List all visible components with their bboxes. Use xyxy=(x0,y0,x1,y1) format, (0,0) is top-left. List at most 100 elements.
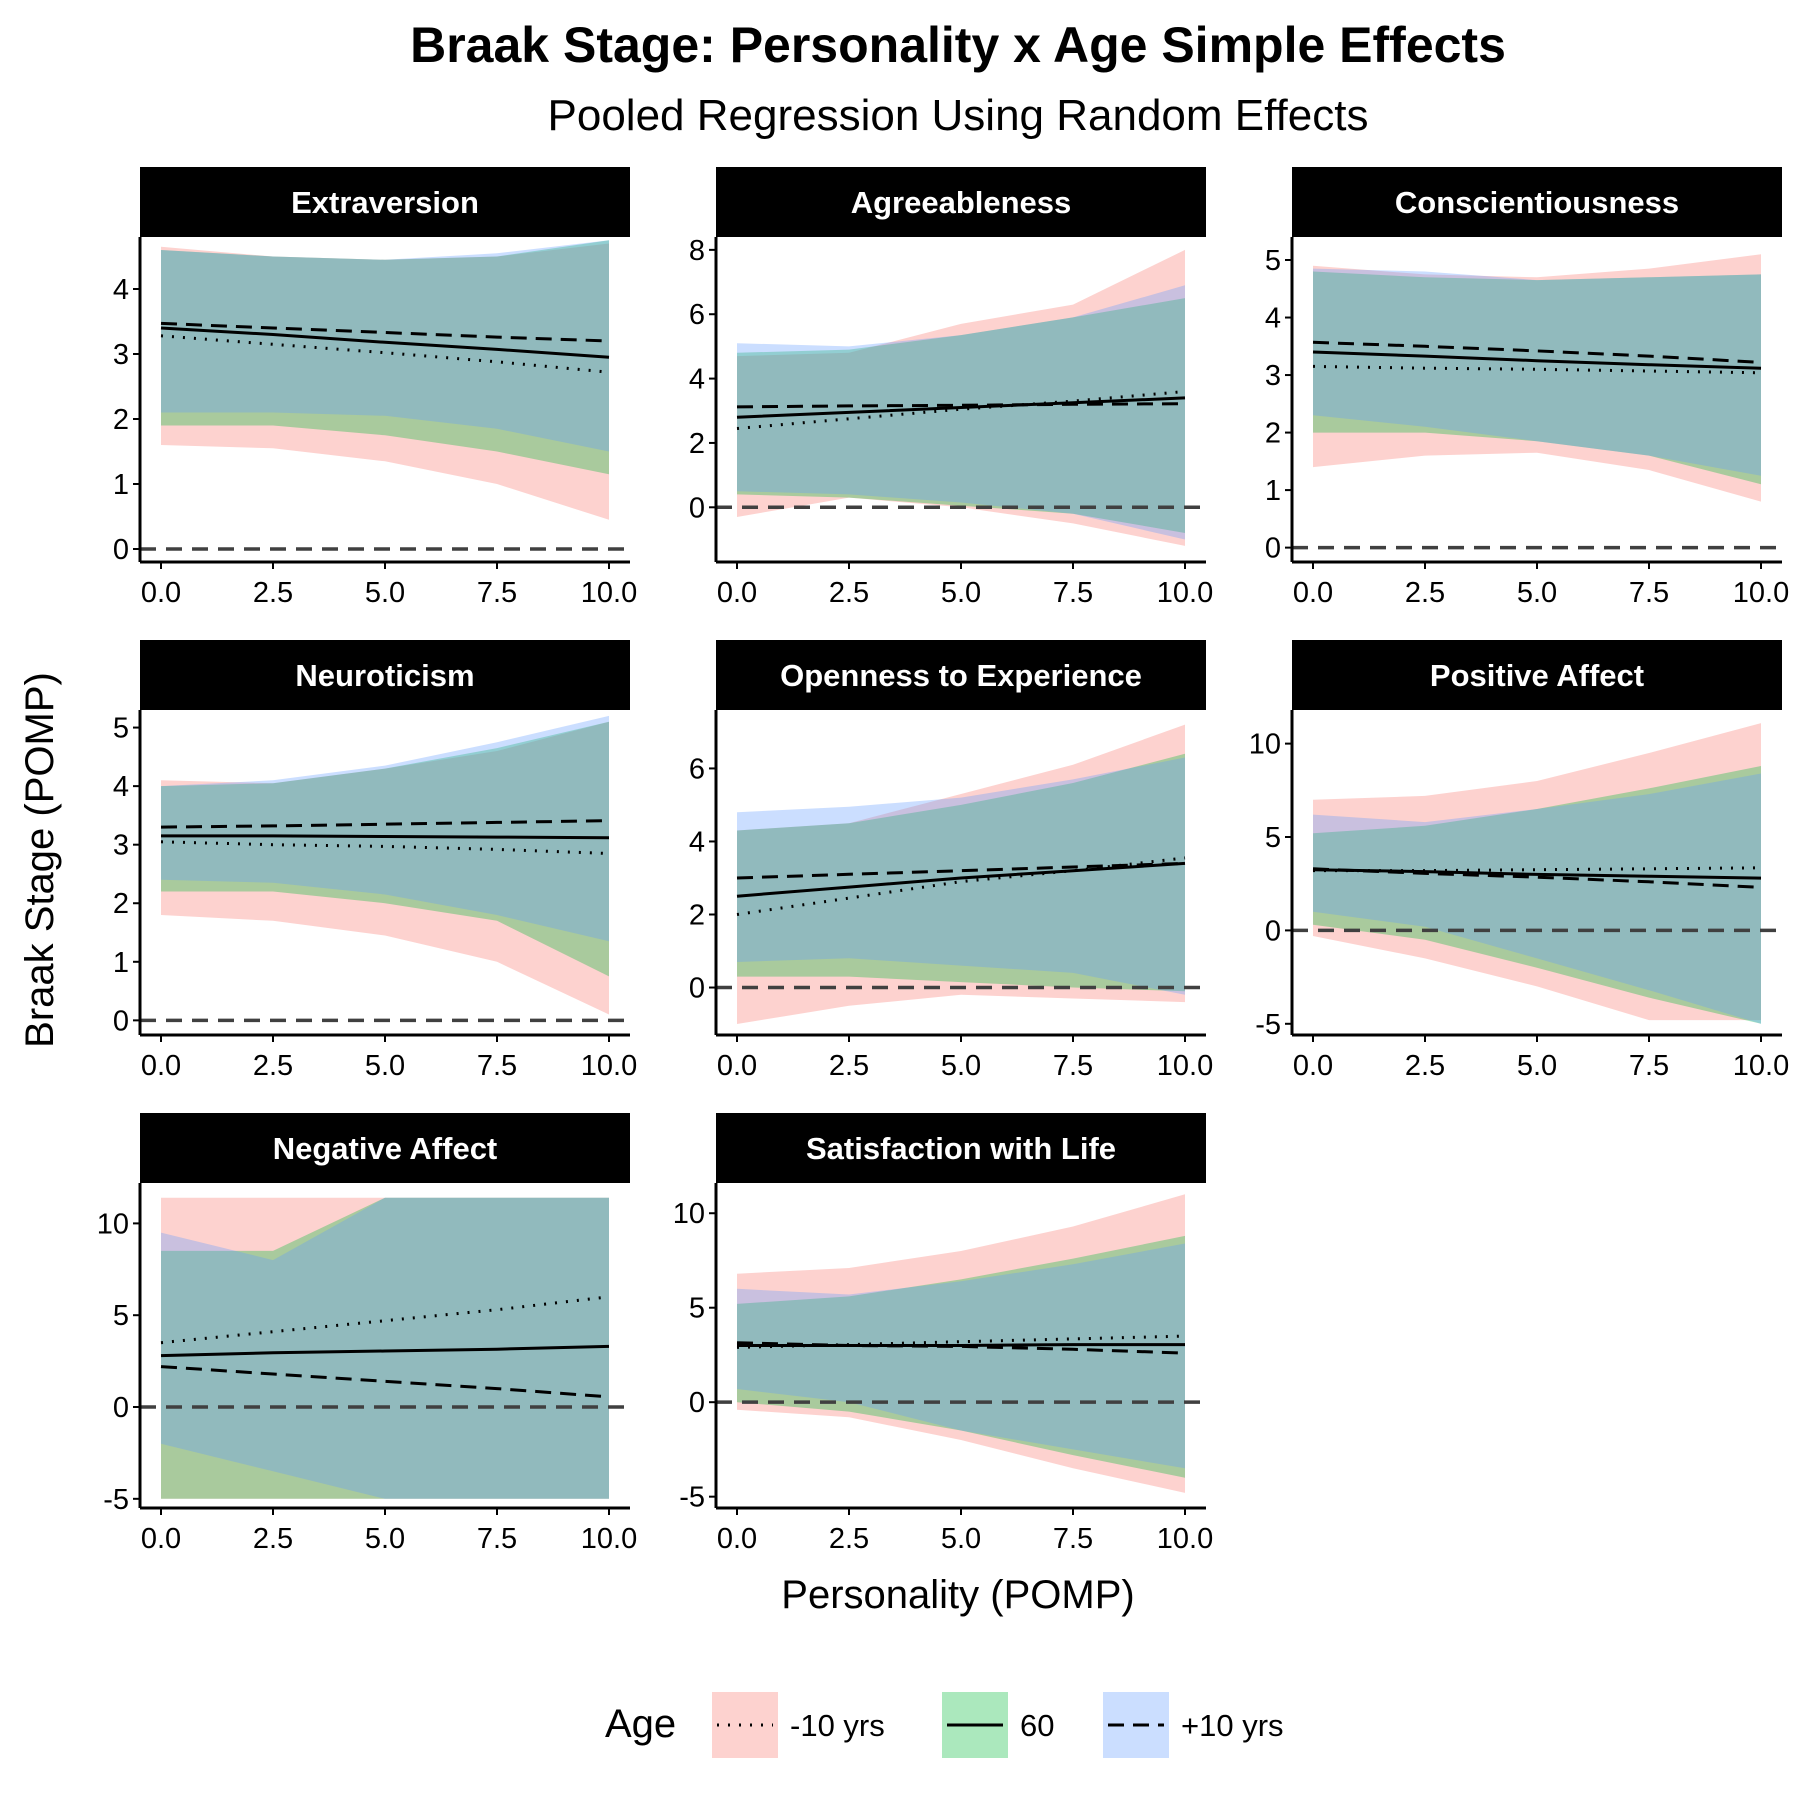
x-tick-label-extraversion: 7.5 xyxy=(477,577,517,609)
ribbon-openness-to-experience-10-yrs xyxy=(737,757,1185,995)
x-tick-label-conscientiousness: 5.0 xyxy=(1517,577,1557,609)
x-tick-label-conscientiousness: 10.0 xyxy=(1733,577,1789,609)
strip-openness-to-experience xyxy=(716,640,1206,710)
x-tick-label-openness-to-experience: 5.0 xyxy=(941,1050,981,1082)
x-tick-label-negative-affect: 5.0 xyxy=(365,1523,405,1555)
strip-conscientiousness xyxy=(1292,167,1782,237)
x-tick-label-neuroticism: 7.5 xyxy=(477,1050,517,1082)
panel-neuroticism: Neuroticism 0 1 2 3 4 5 0.0 2.5 5.0 7.5 10.0 xyxy=(113,640,637,1082)
ribbon-satisfaction-with-life-60 xyxy=(737,1235,1185,1478)
y-tick-label-openness-to-experience: 6 xyxy=(689,753,705,785)
ribbon-extraversion-10-yrs xyxy=(161,240,609,452)
x-tick-label-neuroticism: 2.5 xyxy=(253,1050,293,1082)
line-extraversion-10-yrs xyxy=(160,334,610,374)
y-tick-label-positive-affect: 10 xyxy=(1249,729,1281,761)
y-tick-label-extraversion: 2 xyxy=(113,404,129,436)
ribbon-agreeableness-10-yrs xyxy=(737,249,1185,546)
x-tick-label-satisfaction-with-life: 2.5 xyxy=(829,1523,869,1555)
x-tick-label-positive-affect: 7.5 xyxy=(1629,1050,1669,1082)
legend-key-fill-10-yrs xyxy=(712,1692,778,1758)
ribbon-negative-affect-10-yrs xyxy=(161,1197,609,1499)
ribbon-conscientiousness-10-yrs xyxy=(1313,254,1761,502)
x-tick-label-neuroticism: 10.0 xyxy=(581,1050,637,1082)
legend-item-10-yrs: +10 yrs xyxy=(1103,1692,1284,1758)
line-neuroticism-60 xyxy=(161,834,610,840)
y-tick-label-openness-to-experience: 2 xyxy=(689,899,705,931)
ribbon-positive-affect-60 xyxy=(1313,766,1761,1024)
y-tick-label-neuroticism: 1 xyxy=(113,947,129,979)
panel-openness-to-experience: Openness to Experience 0 2 4 6 0.0 2.5 5.0 7.5 10… xyxy=(689,640,1213,1082)
line-negative-affect-60 xyxy=(160,1344,610,1358)
strip-agreeableness xyxy=(716,167,1206,237)
x-tick-label-openness-to-experience: 0.0 xyxy=(717,1050,757,1082)
y-tick-label-extraversion: 3 xyxy=(113,339,129,371)
y-tick-label-neuroticism: 3 xyxy=(113,830,129,862)
panel-negative-affect: Negative Affect -5 0 5 10 0.0 2.5 5.0 7.5 10.0 xyxy=(97,1113,637,1555)
y-tick-label-conscientiousness: 1 xyxy=(1265,475,1281,507)
y-tick-label-openness-to-experience: 4 xyxy=(689,826,705,858)
x-tick-label-negative-affect: 7.5 xyxy=(477,1523,517,1555)
y-axis-title: Braak Stage (POMP) xyxy=(18,672,62,1048)
x-tick-label-extraversion: 0.0 xyxy=(141,577,181,609)
strip-label-conscientiousness: Conscientiousness xyxy=(1395,185,1679,220)
x-tick-label-agreeableness: 7.5 xyxy=(1053,577,1093,609)
x-tick-label-positive-affect: 10.0 xyxy=(1733,1050,1789,1082)
y-tick-label-extraversion: 1 xyxy=(113,469,129,501)
y-tick-label-agreeableness: 2 xyxy=(689,428,705,460)
x-tick-label-agreeableness: 5.0 xyxy=(941,577,981,609)
ribbon-negative-affect-10-yrs xyxy=(161,1197,609,1499)
y-tick-label-conscientiousness: 5 xyxy=(1265,245,1281,277)
strip-label-openness-to-experience: Openness to Experience xyxy=(780,658,1142,693)
line-agreeableness-60 xyxy=(736,396,1186,419)
x-tick-label-satisfaction-with-life: 5.0 xyxy=(941,1523,981,1555)
line-negative-affect-10-yrs xyxy=(160,1295,610,1345)
y-tick-label-positive-affect: -5 xyxy=(1255,1009,1281,1041)
x-tick-label-negative-affect: 2.5 xyxy=(253,1523,293,1555)
strip-satisfaction-with-life xyxy=(716,1113,1206,1183)
y-tick-label-satisfaction-with-life: 5 xyxy=(689,1293,705,1325)
strip-label-negative-affect: Negative Affect xyxy=(273,1131,498,1166)
ribbon-agreeableness-60 xyxy=(737,298,1185,533)
panel-satisfaction-with-life: Satisfaction with Life -5 0 5 10 0.0 2.5 5.0 7.5… xyxy=(673,1113,1213,1555)
y-tick-label-negative-affect: 5 xyxy=(113,1300,129,1332)
legend-label-10-yrs: +10 yrs xyxy=(1181,1708,1284,1743)
x-tick-label-neuroticism: 5.0 xyxy=(365,1050,405,1082)
ribbon-openness-to-experience-60 xyxy=(737,753,1185,992)
ribbon-agreeableness-10-yrs xyxy=(737,285,1185,540)
x-tick-label-satisfaction-with-life: 7.5 xyxy=(1053,1523,1093,1555)
line-positive-affect-60 xyxy=(1312,868,1762,880)
x-tick-label-positive-affect: 2.5 xyxy=(1405,1050,1445,1082)
x-tick-label-conscientiousness: 2.5 xyxy=(1405,577,1445,609)
ribbon-positive-affect-10-yrs xyxy=(1313,723,1761,1021)
panel-extraversion: Extraversion 0 1 2 3 4 0.0 2.5 5.0 7.5 10.0 xyxy=(113,167,637,609)
ribbon-positive-affect-10-yrs xyxy=(1313,773,1761,1024)
x-tick-label-extraversion: 10.0 xyxy=(581,577,637,609)
y-tick-label-conscientiousness: 4 xyxy=(1265,303,1281,335)
legend: Age -10 yrs 60 +10 yrs xyxy=(605,1692,1284,1758)
y-tick-label-positive-affect: 5 xyxy=(1265,822,1281,854)
y-tick-label-neuroticism: 4 xyxy=(113,771,129,803)
line-satisfaction-with-life-60 xyxy=(737,1343,1185,1347)
x-tick-label-negative-affect: 0.0 xyxy=(141,1523,181,1555)
strip-neuroticism xyxy=(140,640,630,710)
y-tick-label-neuroticism: 2 xyxy=(113,888,129,920)
x-tick-label-openness-to-experience: 7.5 xyxy=(1053,1050,1093,1082)
x-tick-label-agreeableness: 2.5 xyxy=(829,577,869,609)
x-tick-label-openness-to-experience: 2.5 xyxy=(829,1050,869,1082)
y-tick-label-openness-to-experience: 0 xyxy=(689,973,705,1005)
x-tick-label-positive-affect: 0.0 xyxy=(1293,1050,1333,1082)
ribbon-negative-affect-60 xyxy=(161,1197,609,1499)
ribbon-conscientiousness-60 xyxy=(1313,271,1761,485)
x-tick-label-agreeableness: 0.0 xyxy=(717,577,757,609)
strip-label-positive-affect: Positive Affect xyxy=(1430,658,1644,693)
y-tick-label-agreeableness: 4 xyxy=(689,364,705,396)
y-tick-label-conscientiousness: 3 xyxy=(1265,360,1281,392)
legend-item-10-yrs: -10 yrs xyxy=(712,1692,885,1758)
x-tick-label-agreeableness: 10.0 xyxy=(1157,577,1213,609)
y-tick-label-negative-affect: 0 xyxy=(113,1392,129,1424)
x-tick-label-neuroticism: 0.0 xyxy=(141,1050,181,1082)
y-tick-label-neuroticism: 0 xyxy=(113,1005,129,1037)
line-extraversion-60 xyxy=(160,326,610,359)
